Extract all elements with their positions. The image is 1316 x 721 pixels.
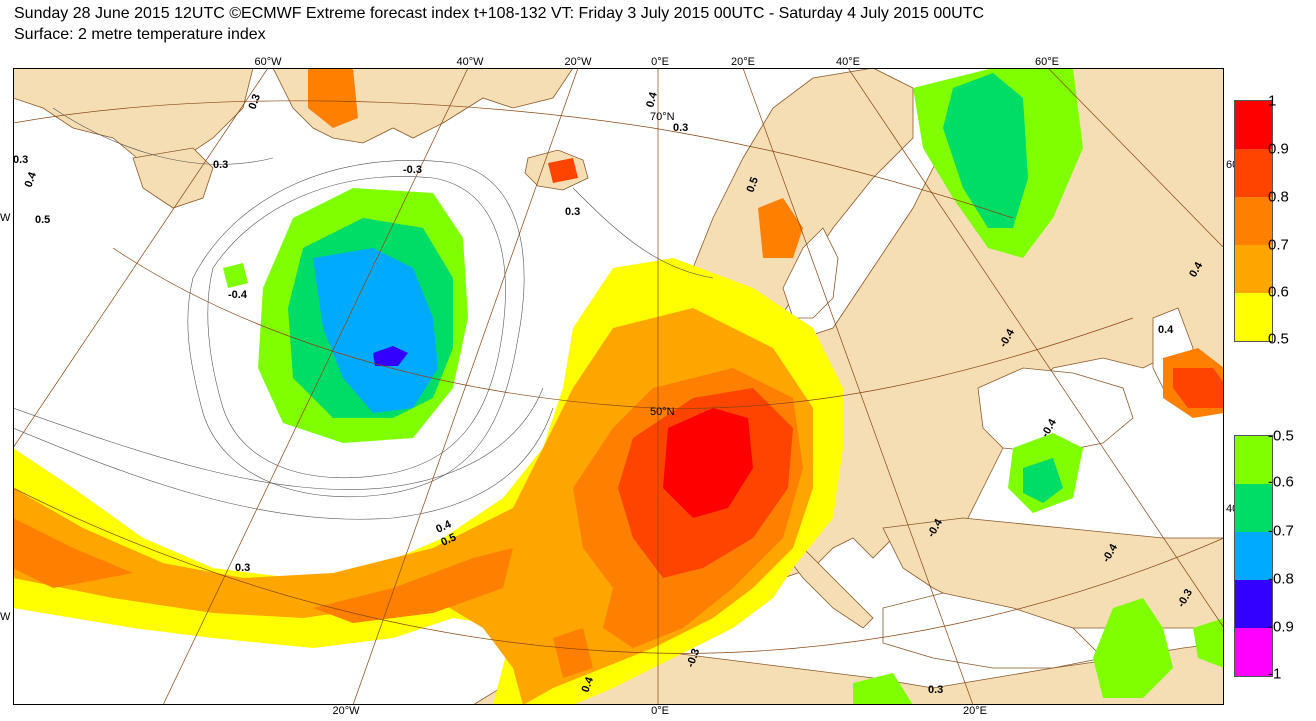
- latitude-label-layer: 70°N 50°N: [650, 111, 675, 418]
- positive-anomaly-layer: [13, 68, 1224, 705]
- contour-label: 0.4: [644, 90, 660, 109]
- core-deep-red: [663, 408, 753, 518]
- contour-label: 0.3: [928, 684, 943, 696]
- meridian-20e: [742, 68, 974, 705]
- legend-swatch-neg-1: [1235, 436, 1272, 484]
- graticule-layer: [13, 68, 1224, 705]
- legend-negative-frame: [1234, 435, 1273, 677]
- contour-label: 0.3: [565, 206, 580, 218]
- cold-pool-green: [223, 68, 1224, 705]
- legend-label: 1: [1268, 92, 1277, 110]
- legend-label: -1: [1268, 665, 1282, 683]
- legend-label: -0.8: [1268, 570, 1294, 588]
- contour-label: 0.5: [439, 531, 458, 548]
- legend-swatch-neg-4: [1235, 580, 1272, 628]
- map-frame: [13, 68, 1224, 705]
- legend-label: -0.5: [1268, 427, 1294, 445]
- top-tick-0e: 0°E: [651, 56, 669, 68]
- legend-swatch-pos-2: [1235, 149, 1272, 197]
- legend-swatch-neg-2: [1235, 484, 1272, 532]
- parallel-30n: [13, 487, 1224, 654]
- chart-subtitle: Surface: 2 metre temperature index: [14, 26, 266, 43]
- legend-swatch-pos-4: [1235, 245, 1272, 293]
- meridian-60e: [1047, 68, 1224, 249]
- black-sea: [977, 367, 1134, 454]
- legend-swatch-pos-5: [1235, 293, 1272, 341]
- legend-label: -0.7: [1268, 522, 1294, 540]
- contour-label: 0.4: [580, 675, 597, 694]
- bottom-tick-20e: 20°E: [963, 705, 987, 717]
- mediterranean-east: [882, 592, 1104, 669]
- meridian-60w: [13, 68, 269, 449]
- legend-positive-frame: [1234, 100, 1273, 342]
- parallel-50n: [112, 247, 1134, 409]
- legend-swatch-pos-1: [1235, 101, 1272, 149]
- cold-pool-teal: [288, 73, 1063, 503]
- contour-layer: [13, 107, 714, 520]
- contour-label: 0.3: [247, 93, 264, 111]
- cold-pool-purple: [373, 346, 408, 366]
- bottom-tick-20w: 20°W: [332, 705, 360, 717]
- contour-label: 0.3: [13, 154, 28, 166]
- parallel-70n: [13, 100, 1014, 219]
- top-tick-60e: 60°E: [1035, 56, 1059, 68]
- chart-title: Sunday 28 June 2015 12UTC ©ECMWF Extreme…: [14, 5, 985, 22]
- top-tick-60w: 60°W: [254, 56, 282, 68]
- left-tick-w-lower: W: [0, 611, 11, 623]
- contour-label: -0.3: [403, 164, 422, 176]
- top-tick-20w: 20°W: [564, 56, 592, 68]
- latitude-label-70n: 70°N: [650, 111, 675, 123]
- contour-label: 0.4: [23, 170, 40, 189]
- contour-label: 0.3: [673, 122, 688, 134]
- left-tick-w-upper: W: [0, 212, 11, 224]
- contour-label: -0.4: [228, 289, 248, 301]
- legend-label: -0.9: [1268, 618, 1294, 636]
- latitude-label-50n: 50°N: [650, 406, 675, 418]
- legend-label: 0.6: [1268, 283, 1289, 301]
- legend-swatch-neg-3: [1235, 532, 1272, 580]
- contour-label: 0.4: [1158, 324, 1174, 336]
- legend-label: 0.8: [1268, 188, 1289, 206]
- legend-label: 0.9: [1268, 140, 1289, 158]
- contour-label: 0.3: [213, 159, 228, 171]
- meridian-40e: [847, 68, 1224, 629]
- legend-label: 0.5: [1268, 330, 1289, 348]
- legend-swatch-pos-3: [1235, 197, 1272, 245]
- meridian-20w: [352, 68, 579, 705]
- contour-label: 0.3: [235, 562, 250, 574]
- contour-label: 0.5: [35, 214, 50, 226]
- contour-label: 0.5: [745, 176, 762, 194]
- top-tick-40e: 40°E: [836, 56, 860, 68]
- legend-label: -0.6: [1268, 473, 1294, 491]
- top-tick-20e: 20°E: [731, 56, 755, 68]
- legend-swatch-neg-5: [1235, 628, 1272, 676]
- bottom-tick-0e: 0°E: [651, 705, 669, 717]
- legend-label: 0.7: [1268, 236, 1289, 254]
- top-tick-40w: 40°W: [456, 56, 484, 68]
- efi-map: 0.3 0.4 0.5 -0.3 -0.4 0.3 0.3 0.4 0.5 0.…: [13, 68, 1224, 705]
- jet-band-dark-orange: [13, 68, 1224, 678]
- meridian-40w: [162, 68, 469, 705]
